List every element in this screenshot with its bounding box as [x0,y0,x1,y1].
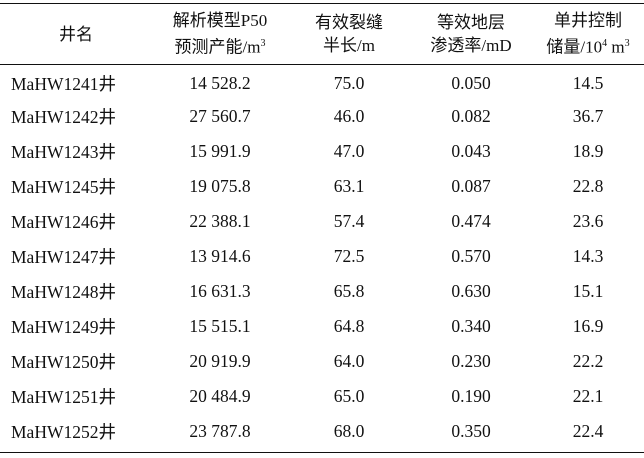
header-fracture-half-length: 有效裂缝 半长/m [288,4,410,64]
table-row: MaHW1250井 20 919.9 64.0 0.230 22.2 [0,344,644,379]
cell-permeability: 0.350 [451,421,491,441]
cell-controlled-reserves: 22.2 [572,351,604,371]
cell-well-name: MaHW1241井 [11,74,116,94]
table-row: MaHW1246井 22 388.1 57.4 0.474 23.6 [0,204,644,239]
header-well-name-label: 井名 [59,24,93,44]
table-header: 井名 解析模型P50 预测产能/m3 有效裂缝 半长/m 等效地层 渗透率/mD… [0,4,644,64]
cell-fracture-half-length: 65.0 [333,386,365,406]
cell-well-name: MaHW1242井 [11,107,116,127]
header-p50-productivity: 解析模型P50 预测产能/m3 [152,4,288,64]
header-p50-superscript: 3 [260,38,266,50]
cell-permeability: 0.190 [451,386,491,406]
cell-permeability: 0.043 [451,141,491,161]
table-top-rule [0,3,644,4]
table-row: MaHW1248井 16 631.3 65.8 0.630 15.1 [0,274,644,309]
cell-controlled-reserves: 18.9 [572,141,604,161]
cell-p50-productivity: 13 914.6 [189,246,251,266]
table-row: MaHW1252井 23 787.8 68.0 0.350 22.4 [0,414,644,449]
cell-permeability: 0.340 [451,316,491,336]
cell-fracture-half-length: 75.0 [333,73,365,93]
table-row: MaHW1242井 27 560.7 46.0 0.082 36.7 [0,99,644,134]
table-body: MaHW1241井 14 528.2 75.0 0.050 14.5 MaHW1242井 2… [0,64,644,449]
cell-controlled-reserves: 36.7 [572,106,604,126]
cell-p50-productivity: 22 388.1 [189,211,251,231]
header-res-superscript-2: 3 [624,38,630,50]
cell-well-name: MaHW1245井 [11,177,116,197]
table-header-rule [0,64,644,65]
cell-p50-productivity: 15 515.1 [189,316,251,336]
header-half-line2: 半长/m [323,36,375,55]
header-half-line1: 有效裂缝 [315,13,383,32]
cell-controlled-reserves: 16.9 [572,316,604,336]
header-equivalent-permeability: 等效地层 渗透率/mD [410,4,532,64]
cell-fracture-half-length: 57.4 [333,211,365,231]
table-row: MaHW1245井 19 075.8 63.1 0.087 22.8 [0,169,644,204]
cell-p50-productivity: 15 991.9 [189,141,251,161]
cell-well-name: MaHW1247井 [11,247,116,267]
data-table: 井名 解析模型P50 预测产能/m3 有效裂缝 半长/m 等效地层 渗透率/mD… [0,4,644,449]
cell-well-name: MaHW1243井 [11,142,116,162]
cell-fracture-half-length: 64.0 [333,351,365,371]
cell-controlled-reserves: 15.1 [572,281,604,301]
cell-fracture-half-length: 64.8 [333,316,365,336]
cell-p50-productivity: 23 787.8 [189,421,251,441]
header-row: 井名 解析模型P50 预测产能/m3 有效裂缝 半长/m 等效地层 渗透率/mD… [0,4,644,64]
cell-controlled-reserves: 22.8 [572,176,604,196]
header-perm-line1: 等效地层 [437,13,505,32]
cell-permeability: 0.050 [451,73,491,93]
cell-controlled-reserves: 14.3 [572,246,604,266]
cell-well-name: MaHW1246井 [11,212,116,232]
header-well-name: 井名 [0,4,152,64]
cell-permeability: 0.230 [451,351,491,371]
cell-fracture-half-length: 46.0 [333,106,365,126]
header-controlled-reserves: 单井控制 储量/104 m3 [532,4,644,64]
cell-p50-productivity: 19 075.8 [189,176,251,196]
cell-p50-productivity: 14 528.2 [189,73,251,93]
table-bottom-rule [0,452,644,453]
cell-p50-productivity: 27 560.7 [189,106,251,126]
cell-well-name: MaHW1249井 [11,317,116,337]
cell-p50-productivity: 16 631.3 [189,281,251,301]
cell-fracture-half-length: 72.5 [333,246,365,266]
header-p50-line1: 解析模型P50 [172,11,268,31]
cell-permeability: 0.474 [451,211,491,231]
table-row: MaHW1241井 14 528.2 75.0 0.050 14.5 [0,64,644,99]
cell-p50-productivity: 20 919.9 [189,351,251,371]
header-p50-line2: 预测产能/m [174,37,261,57]
cell-well-name: MaHW1250井 [11,352,116,372]
table-row: MaHW1251井 20 484.9 65.0 0.190 22.1 [0,379,644,414]
cell-well-name: MaHW1252井 [11,422,116,442]
cell-permeability: 0.087 [451,176,491,196]
cell-controlled-reserves: 22.4 [572,421,604,441]
table-row: MaHW1249井 15 515.1 64.8 0.340 16.9 [0,309,644,344]
header-perm-line2: 渗透率/mD [430,36,512,55]
header-res-line1: 单井控制 [554,11,622,31]
cell-permeability: 0.630 [451,281,491,301]
cell-well-name: MaHW1251井 [11,387,116,407]
cell-fracture-half-length: 47.0 [333,141,365,161]
cell-controlled-reserves: 14.5 [572,73,604,93]
header-res-superscript-1: 4 [602,38,608,50]
cell-p50-productivity: 20 484.9 [189,386,251,406]
header-res-unit: m [607,37,625,57]
cell-permeability: 0.570 [451,246,491,266]
cell-well-name: MaHW1248井 [11,282,116,302]
cell-controlled-reserves: 23.6 [572,211,604,231]
cell-permeability: 0.082 [451,106,491,126]
cell-controlled-reserves: 22.1 [572,386,604,406]
table-row: MaHW1243井 15 991.9 47.0 0.043 18.9 [0,134,644,169]
cell-fracture-half-length: 65.8 [333,281,365,301]
header-res-line2: 储量/10 [546,37,603,57]
cell-fracture-half-length: 63.1 [333,176,365,196]
table-row: MaHW1247井 13 914.6 72.5 0.570 14.3 [0,239,644,274]
cell-fracture-half-length: 68.0 [333,421,365,441]
